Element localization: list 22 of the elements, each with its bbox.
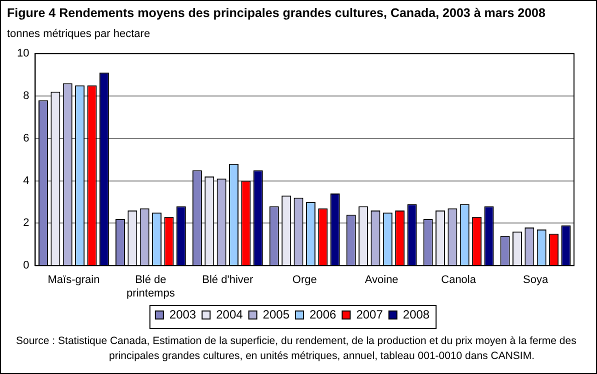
legend-label: 2005 <box>262 307 290 322</box>
legend-label: 2004 <box>216 307 244 322</box>
chart-title: Figure 4 Rendements moyens des principales grandes cultures, Canada, 2003 à mars 2008 <box>7 6 546 20</box>
x-tick-label: Blé de printemps <box>126 274 176 300</box>
y-tick-label: 6 <box>23 132 30 144</box>
x-tick-label: Canola <box>441 274 477 286</box>
y-tick-label: 10 <box>16 48 30 60</box>
x-tick-label: Orge <box>292 274 317 286</box>
legend-label: 2007 <box>356 307 384 322</box>
x-tick-label: Maïs-grain <box>48 274 100 286</box>
y-axis-title: tonnes métriques par hectare <box>7 28 150 40</box>
x-tick-label: Avoine <box>364 274 398 286</box>
legend-label: 2006 <box>310 307 337 322</box>
x-tick-label: Blé d'hiver <box>202 274 254 286</box>
legend-label: 2003 <box>169 307 196 322</box>
y-tick-label: 8 <box>23 90 30 102</box>
legend-label: 2008 <box>402 307 430 322</box>
source-note: Source : Statistique Canada, Estimation de la superficie, du rendement, de la production et du prix moyen à la ferme des principales grandes cultures, en unités métriques, annuel, tableau 001-0010 dans CANSIM. <box>15 334 578 364</box>
y-tick-label: 4 <box>23 174 30 187</box>
y-tick-label: 0 <box>23 260 30 272</box>
y-tick-label: 2 <box>23 217 30 230</box>
x-tick-label: Soya <box>522 274 549 286</box>
